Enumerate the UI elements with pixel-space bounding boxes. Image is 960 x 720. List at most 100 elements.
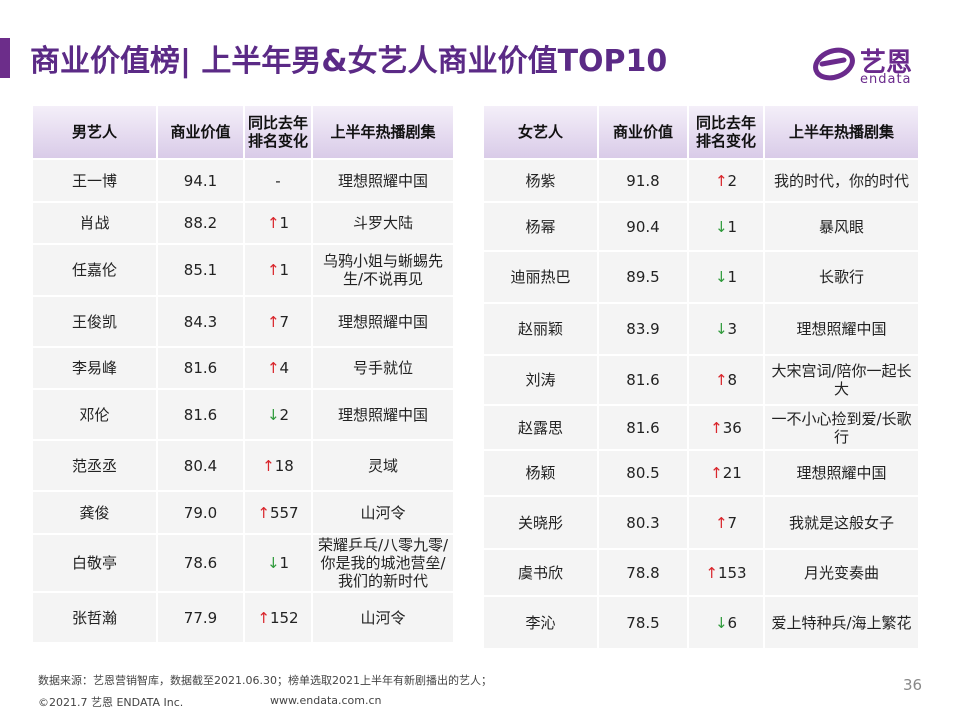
arrow-down-icon: ↓	[266, 554, 280, 572]
commercial-value: 81.6	[599, 406, 689, 449]
commercial-value: 78.6	[158, 535, 245, 591]
popular-drama: 理想照耀中国	[313, 160, 453, 201]
commercial-value: 80.5	[599, 451, 689, 495]
rank-change-value: 1	[279, 214, 290, 232]
table-row: 虞书欣 78.8 ↑153 月光变奏曲	[484, 550, 918, 595]
rank-change: ↑1	[245, 245, 313, 295]
table-header-row: 女艺人 商业价值 同比去年排名变化 上半年热播剧集	[484, 106, 918, 158]
header-change: 同比去年排名变化	[245, 106, 313, 158]
popular-drama: 理想照耀中国	[313, 297, 453, 346]
table-row: 龚俊 79.0 ↑557 山河令	[33, 492, 453, 533]
table-row: 任嘉伦 85.1 ↑1 乌鸦小姐与蜥蜴先生/不说再见	[33, 245, 453, 295]
commercial-value: 81.6	[599, 356, 689, 404]
rank-change-value: 36	[722, 418, 742, 437]
popular-drama: 爱上特种兵/海上繁花	[765, 597, 918, 648]
arrow-down-icon: ↓	[714, 268, 728, 286]
artist-name: 赵露思	[484, 406, 599, 449]
rank-change: ↓1	[245, 535, 313, 591]
commercial-value: 88.2	[158, 203, 245, 243]
table-row: 范丞丞 80.4 ↑18 灵域	[33, 441, 453, 490]
rank-change-value: 152	[269, 608, 299, 627]
popular-drama: 暴风眼	[765, 203, 918, 250]
arrow-up-icon: ↑	[257, 608, 270, 627]
popular-drama: 理想照耀中国	[313, 390, 453, 439]
rank-change: ↓3	[689, 304, 765, 354]
commercial-value: 89.5	[599, 252, 689, 302]
arrow-up-icon: ↑	[714, 513, 728, 532]
rank-change-value: 4	[279, 359, 290, 377]
copyright: ©2021.7 艺恩 ENDATA Inc.	[38, 696, 184, 709]
rank-change-value: 7	[727, 513, 738, 532]
commercial-value: 85.1	[158, 245, 245, 295]
popular-drama: 山河令	[313, 593, 453, 642]
rank-change: ↑36	[689, 406, 765, 449]
table-row: 王一博 94.1 - 理想照耀中国	[33, 160, 453, 201]
rank-change: ↓1	[689, 252, 765, 302]
table-row: 白敬亭 78.6 ↓1 荣耀乒乓/八零九零/你是我的城池营垒/我们的新时代	[33, 535, 453, 591]
commercial-value: 78.8	[599, 550, 689, 595]
rank-change: ↑21	[689, 451, 765, 495]
rank-change-value: 1	[279, 261, 290, 279]
website-link[interactable]: www.endata.com.cn	[270, 694, 382, 707]
commercial-value: 81.6	[158, 348, 245, 388]
rank-change: -	[245, 160, 313, 201]
rank-change: ↓2	[245, 390, 313, 439]
table-row: 赵丽颖 83.9 ↓3 理想照耀中国	[484, 304, 918, 354]
table-row: 李易峰 81.6 ↑4 号手就位	[33, 348, 453, 388]
popular-drama: 斗罗大陆	[313, 203, 453, 243]
header-name: 女艺人	[484, 106, 599, 158]
artist-name: 任嘉伦	[33, 245, 158, 295]
rank-change: ↑557	[245, 492, 313, 533]
arrow-up-icon: ↑	[710, 464, 723, 482]
logo-text-cn: 艺恩	[860, 48, 913, 78]
rank-change-value: 153	[717, 563, 747, 582]
header-drama: 上半年热播剧集	[765, 106, 918, 158]
header-change: 同比去年排名变化	[689, 106, 765, 158]
table-row: 邓伦 81.6 ↓2 理想照耀中国	[33, 390, 453, 439]
arrow-up-icon: ↑	[710, 418, 723, 437]
popular-drama: 理想照耀中国	[765, 304, 918, 354]
artist-name: 杨紫	[484, 160, 599, 201]
arrow-up-icon: ↑	[714, 171, 728, 190]
table-row: 杨幂 90.4 ↓1 暴风眼	[484, 203, 918, 250]
rank-change-value: -	[275, 171, 281, 190]
commercial-value: 90.4	[599, 203, 689, 250]
header-value: 商业价值	[599, 106, 689, 158]
artist-name: 白敬亭	[33, 535, 158, 591]
rank-change: ↑7	[689, 497, 765, 548]
arrow-down-icon: ↓	[266, 405, 280, 424]
artist-name: 赵丽颖	[484, 304, 599, 354]
table-row: 关晓彤 80.3 ↑7 我就是这般女子	[484, 497, 918, 548]
commercial-value: 84.3	[158, 297, 245, 346]
artist-name: 范丞丞	[33, 441, 158, 490]
commercial-value: 81.6	[158, 390, 245, 439]
table-row: 王俊凯 84.3 ↑7 理想照耀中国	[33, 297, 453, 346]
arrow-down-icon: ↓	[714, 613, 728, 632]
artist-name: 王一博	[33, 160, 158, 201]
table-row: 李沁 78.5 ↓6 爱上特种兵/海上繁花	[484, 597, 918, 648]
female-table-body: 杨紫 91.8 ↑2 我的时代，你的时代 杨幂 90.4 ↓1 暴风眼 迪丽热巴 89.5 ↓1 长歌…	[484, 160, 918, 648]
rank-change-value: 3	[727, 320, 738, 338]
popular-drama: 我的时代，你的时代	[765, 160, 918, 201]
table-row: 杨紫 91.8 ↑2 我的时代，你的时代	[484, 160, 918, 201]
page-title: 商业价值榜| 上半年男&女艺人商业价值TOP10	[30, 44, 668, 79]
popular-drama: 山河令	[313, 492, 453, 533]
popular-drama: 灵域	[313, 441, 453, 490]
commercial-value: 91.8	[599, 160, 689, 201]
rank-change-value: 6	[727, 613, 738, 632]
arrow-up-icon: ↑	[266, 312, 280, 331]
rank-change-value: 21	[722, 464, 742, 482]
arrow-up-icon: ↑	[705, 563, 718, 582]
popular-drama: 号手就位	[313, 348, 453, 388]
arrow-up-icon: ↑	[266, 214, 280, 232]
artist-name: 李沁	[484, 597, 599, 648]
artist-name: 关晓彤	[484, 497, 599, 548]
title-accent-bar	[0, 38, 10, 78]
rank-change: ↓6	[689, 597, 765, 648]
table-row: 张哲瀚 77.9 ↑152 山河令	[33, 593, 453, 642]
artist-name: 张哲瀚	[33, 593, 158, 642]
rank-change-value: 8	[727, 371, 738, 389]
popular-drama: 长歌行	[765, 252, 918, 302]
artist-name: 虞书欣	[484, 550, 599, 595]
table-row: 赵露思 81.6 ↑36 一不小心捡到爱/长歌行	[484, 406, 918, 449]
